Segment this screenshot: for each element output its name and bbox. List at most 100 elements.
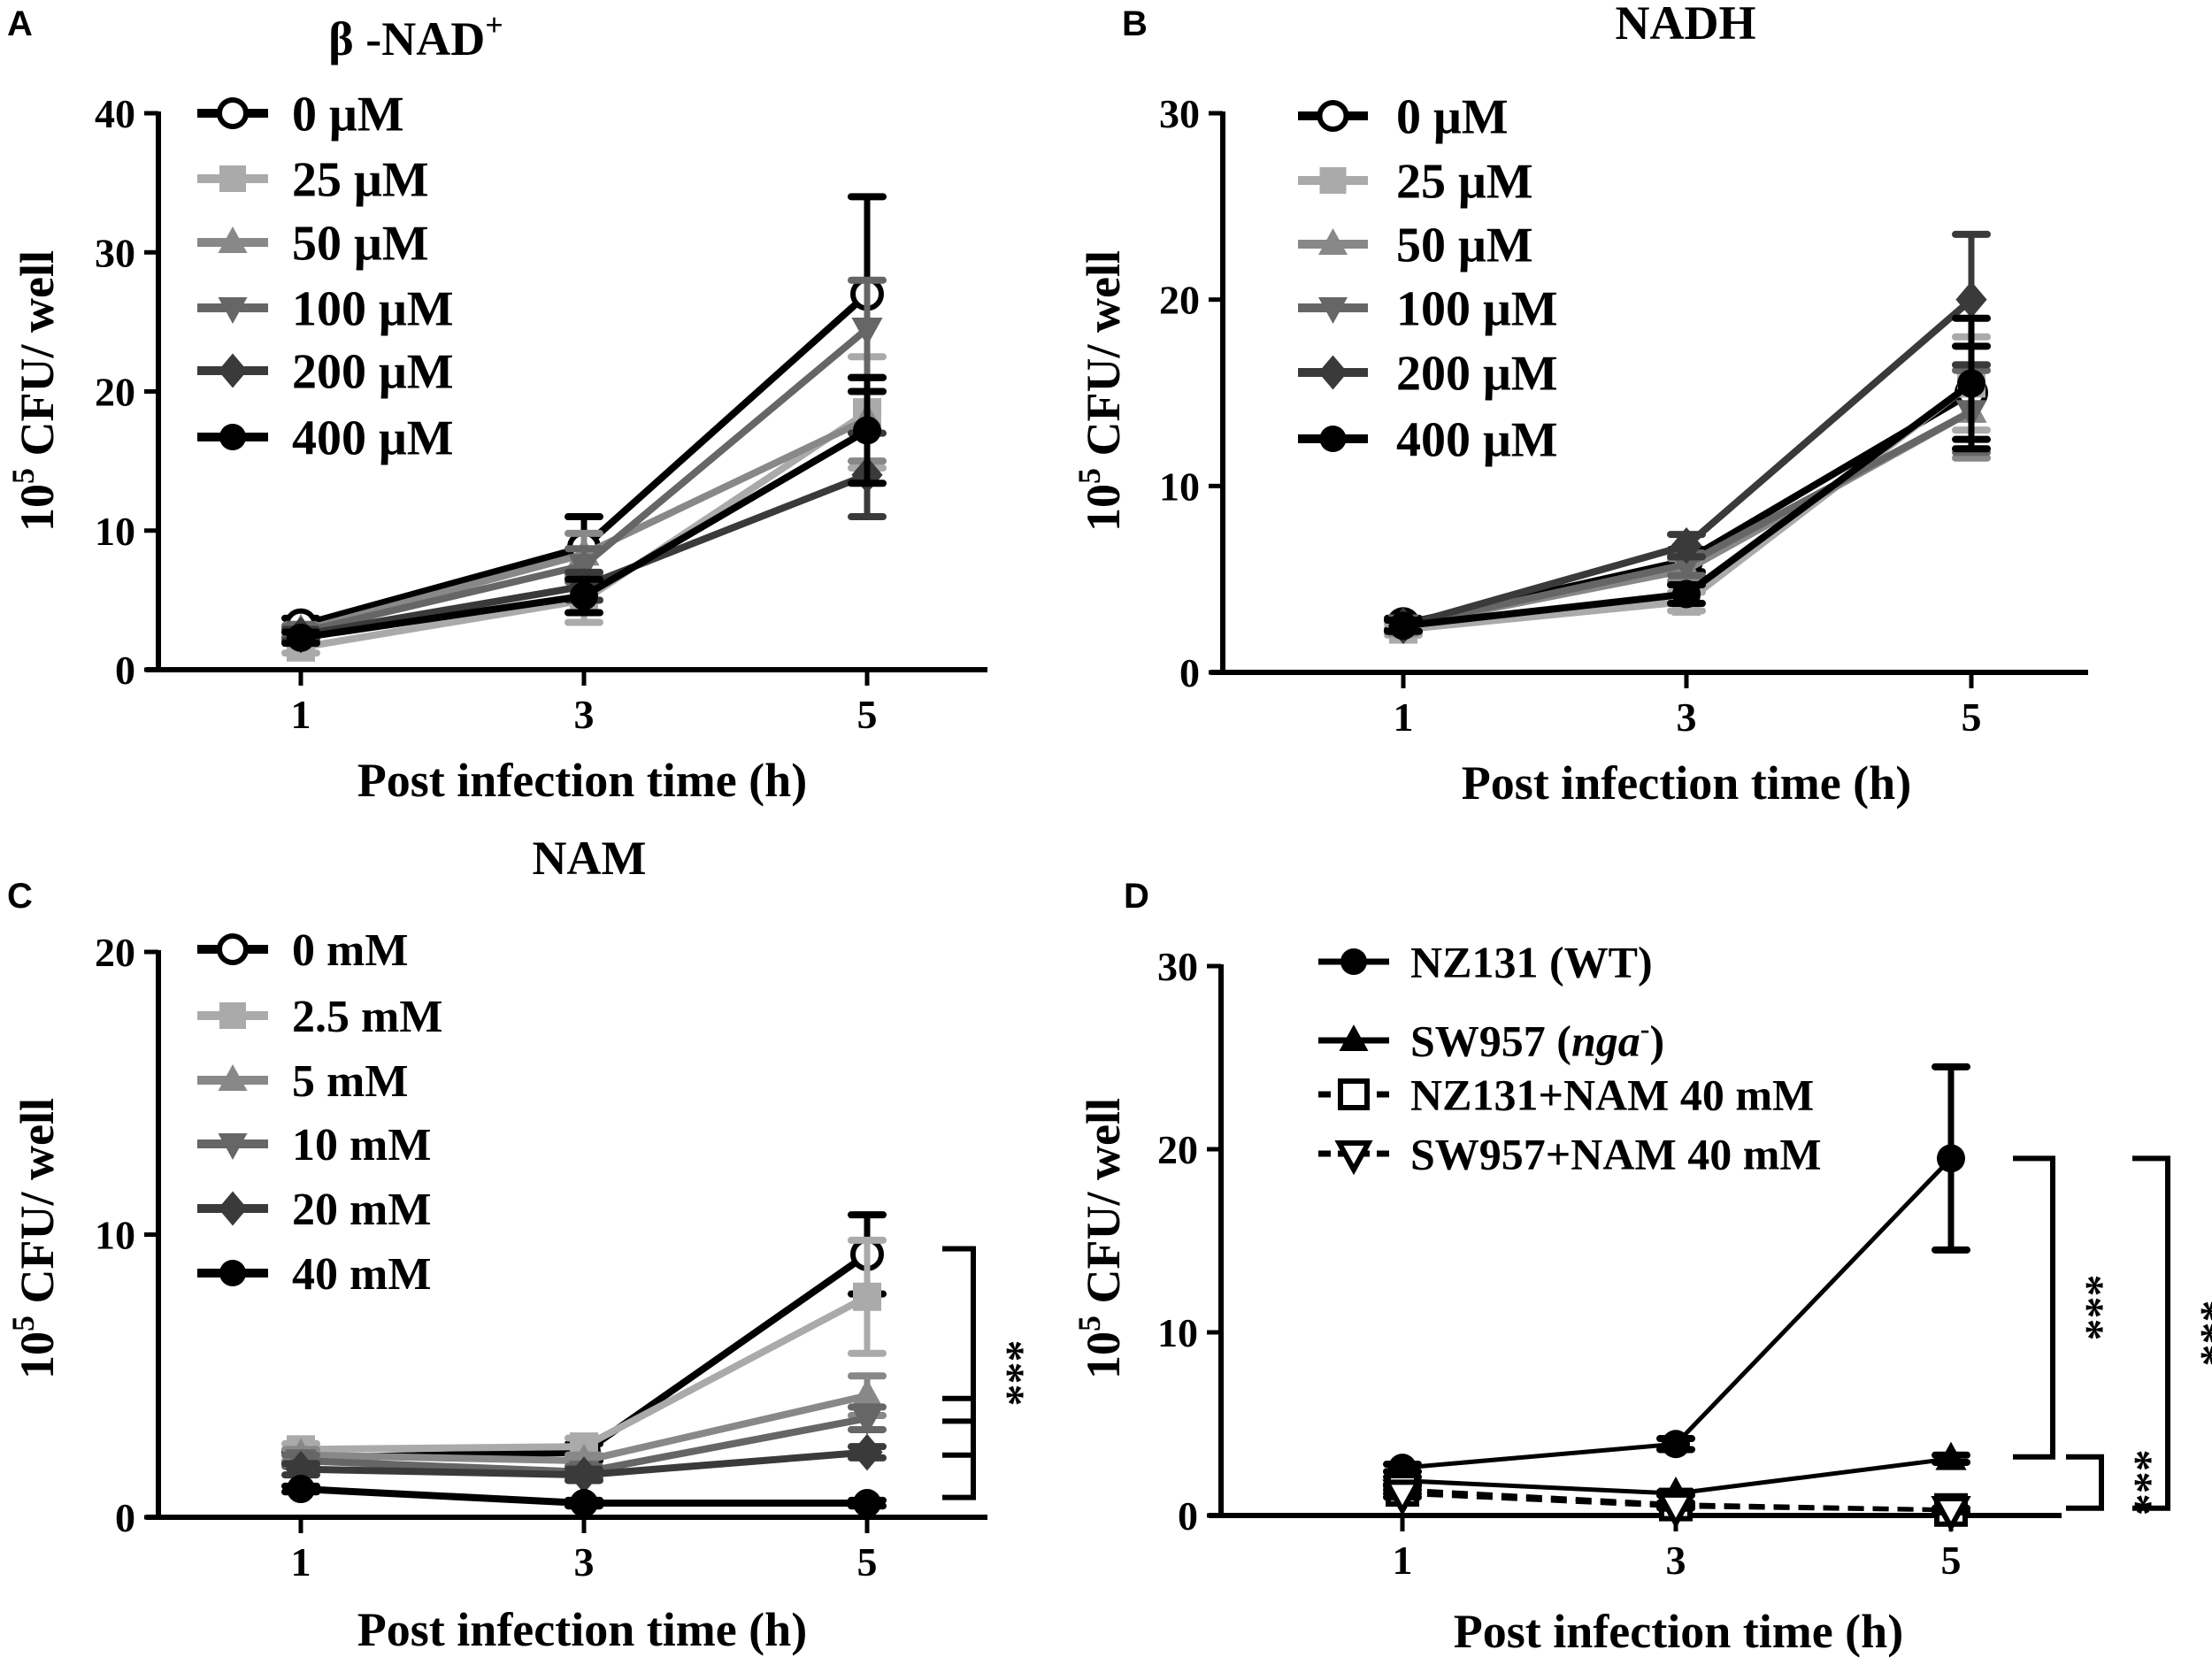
legend-label-text: 200 μM (292, 345, 454, 400)
y-tick-label: 10 (95, 509, 135, 554)
panel-letter: D (1124, 877, 1149, 916)
marker-circle (219, 1260, 246, 1286)
y-axis-label: 105 CFU/ well (5, 1098, 64, 1379)
x-tick-label: 3 (1666, 1538, 1686, 1583)
chart-title: NADH (1616, 0, 1756, 50)
title-superscript: + (485, 7, 503, 42)
legend-label: 50 μM (292, 217, 429, 272)
legend-label: 5 mM (292, 1056, 408, 1107)
y-tick-label: 30 (95, 230, 135, 275)
marker-triangle-down (218, 297, 248, 324)
legend-label: SW957+NAM 40 mM (1410, 1130, 1822, 1179)
legend-label-text: 20 mM (292, 1185, 431, 1235)
marker-triangle-up (218, 226, 248, 253)
legend-label: 50 μM (1396, 219, 1533, 273)
y-tick-label: 40 (95, 91, 135, 136)
legend-label: 2.5 mM (292, 992, 442, 1042)
series-line (1402, 1156, 1953, 1470)
legend-entry: 100 μM (1298, 282, 1558, 337)
y-tick-label: 10 (1159, 464, 1200, 509)
marker-triangle-up (218, 1064, 248, 1091)
significance-bracket: *** (2013, 1155, 2114, 1460)
marker-diamond (1318, 355, 1348, 390)
y-axis-label: 105 CFU/ well (1071, 250, 1130, 532)
marker-diamond (1955, 280, 1987, 318)
marker-circle (1340, 948, 1367, 975)
legend-label: 20 mM (292, 1185, 431, 1235)
marker-square (1338, 1078, 1370, 1110)
marker-circle (287, 623, 315, 652)
legend-entry: SW957+NAM 40 mM (1318, 1130, 1822, 1179)
marker-diamond (218, 353, 248, 388)
legend-label-text: 50 μM (1396, 219, 1533, 273)
y-tick-label: 20 (95, 930, 135, 975)
legend-label: 100 μM (292, 282, 454, 337)
marker-circle (1389, 611, 1417, 641)
legend-label-text: NZ131 (WT) (1410, 938, 1653, 987)
legend-label: NZ131+NAM 40 mM (1410, 1070, 1814, 1120)
legend-entry: NZ131+NAM 40 mM (1318, 1070, 1814, 1120)
x-tick-label: 3 (574, 692, 595, 737)
legend-label-text: 400 μM (292, 411, 454, 466)
x-tick-label: 5 (1962, 694, 1982, 740)
marker-circle (570, 581, 598, 610)
marker-diamond (1671, 526, 1702, 564)
legend-entry: 5 mM (197, 1056, 408, 1107)
marker-triangle-down (1931, 1495, 1971, 1533)
marker-circle (853, 416, 881, 445)
marker-triangle-up (1339, 1024, 1369, 1051)
legend-entry: 25 μM (197, 153, 429, 208)
x-tick-label: 3 (1677, 694, 1697, 740)
legend-label: 25 μM (1396, 155, 1533, 210)
bracket-line (2132, 1155, 2170, 1511)
x-axis-label: Post infection time (h) (357, 754, 807, 807)
legend-entry: 10 mM (197, 1120, 431, 1170)
chart-title: NAM (533, 832, 647, 885)
significance-stars: *** (2113, 1449, 2162, 1515)
marker-circle (570, 1489, 598, 1518)
panel-letter: B (1122, 4, 1148, 43)
legend-label-text: 100 μM (292, 282, 454, 337)
bracket-line (942, 1246, 976, 1500)
y-tick-label: 20 (1159, 278, 1200, 323)
marker-circle (1672, 579, 1701, 609)
marker-triangle-up (1935, 1441, 1967, 1470)
legend-label: SW957 (nga-) (1410, 1013, 1664, 1066)
marker-circle (1937, 1144, 1965, 1173)
legend-entry: 25 μM (1298, 155, 1533, 210)
legend-label-text: 0 μM (292, 88, 404, 142)
series-3 (1382, 1479, 1971, 1533)
y-tick-label: 10 (95, 1213, 135, 1258)
legend-label-text: NZ131+NAM 40 mM (1410, 1070, 1814, 1120)
y-label-prefix: 10 (11, 1331, 64, 1379)
y-tick-label: 0 (115, 648, 135, 693)
legend-label: 200 μM (1396, 347, 1558, 402)
legend-entry: 50 μM (197, 217, 429, 272)
marker-diamond (568, 1456, 600, 1493)
legend-entry: 200 μM (1298, 347, 1558, 402)
legend-entry: 200 μM (197, 345, 454, 400)
marker-circle (1957, 369, 1985, 398)
x-tick-label: 5 (1941, 1538, 1962, 1583)
marker-square (853, 1282, 881, 1311)
x-tick-label: 1 (291, 692, 311, 737)
marker-circle (217, 933, 249, 965)
legend-label: 40 mM (292, 1249, 431, 1300)
legend-label-text: 25 μM (292, 153, 429, 208)
legend-entry: NZ131 (WT) (1318, 938, 1653, 987)
y-label-text: CFU/ well (1077, 1098, 1130, 1316)
legend-label: 100 μM (1396, 282, 1558, 337)
y-tick-label: 0 (1178, 1493, 1198, 1538)
marker-triangle-down (1382, 1479, 1423, 1516)
marker-circle (287, 1475, 315, 1504)
y-label-superscript: 5 (5, 468, 41, 484)
legend-label: 400 μM (1396, 413, 1558, 468)
legend-label-text: 200 μM (1396, 347, 1558, 402)
marker-triangle-down (1655, 1492, 1696, 1530)
significance-bracket: *** (942, 1246, 1034, 1500)
legend-entry: 100 μM (197, 282, 454, 337)
legend-entry: 0 μM (197, 88, 404, 142)
